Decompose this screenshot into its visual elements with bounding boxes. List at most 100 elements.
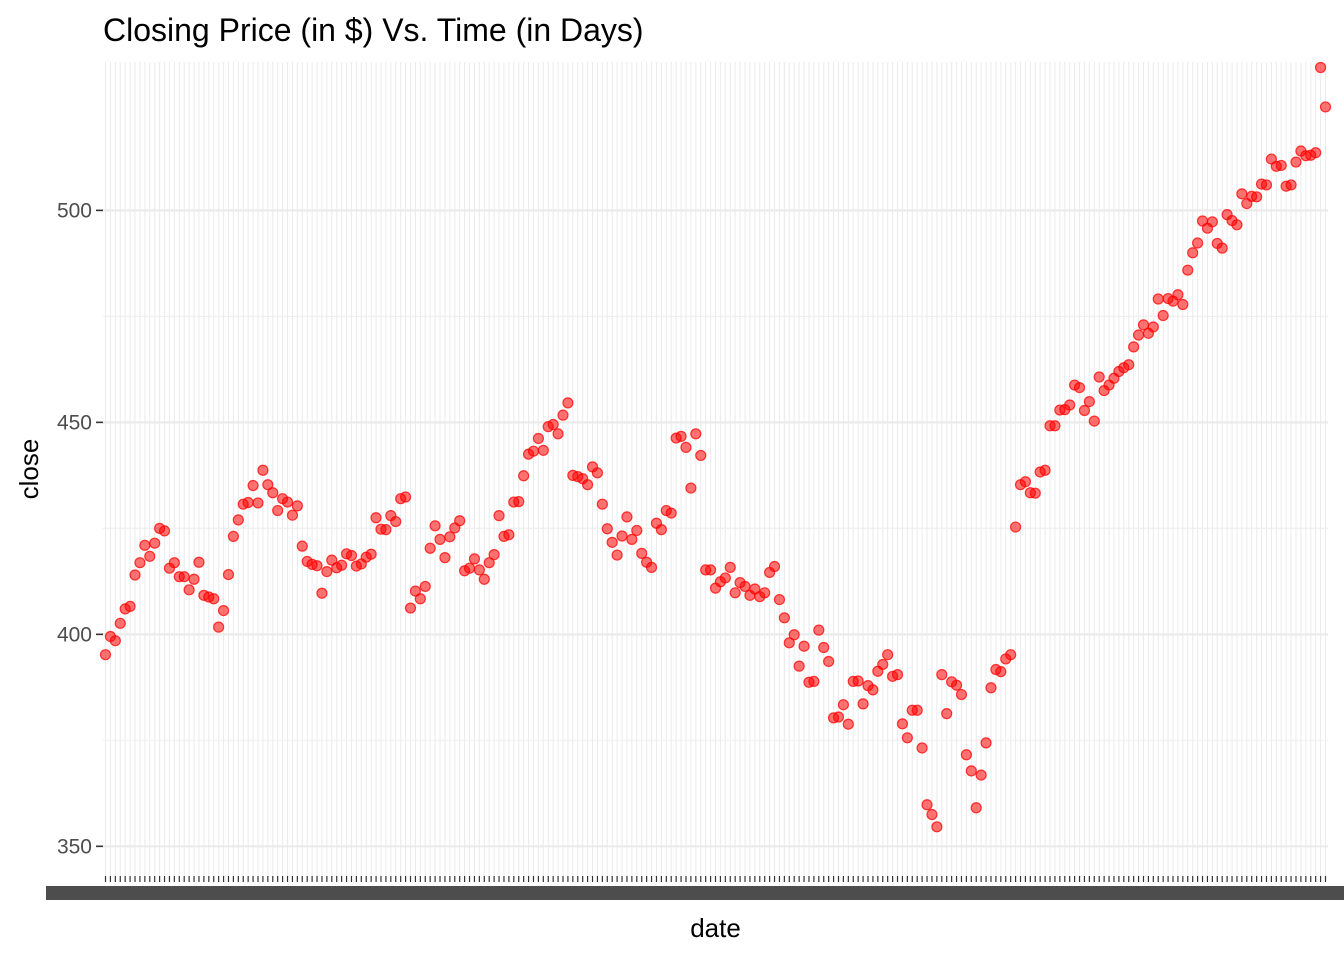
data-point bbox=[557, 409, 569, 421]
data-point bbox=[370, 512, 382, 524]
data-point bbox=[124, 600, 136, 612]
data-point bbox=[414, 593, 426, 605]
data-point bbox=[882, 649, 894, 661]
data-point bbox=[724, 561, 736, 573]
data-point bbox=[552, 428, 564, 440]
data-point bbox=[188, 573, 200, 585]
data-point bbox=[685, 482, 697, 494]
data-point bbox=[581, 479, 594, 491]
data-point bbox=[616, 530, 628, 542]
data-point bbox=[788, 629, 800, 641]
data-point bbox=[675, 430, 687, 442]
data-point bbox=[591, 467, 604, 479]
data-point bbox=[793, 660, 805, 672]
data-point bbox=[232, 514, 244, 526]
data-point bbox=[272, 504, 284, 517]
data-point bbox=[611, 549, 623, 561]
data-point bbox=[852, 675, 864, 687]
data-point bbox=[257, 464, 269, 476]
data-point bbox=[1177, 298, 1189, 311]
data-point bbox=[527, 445, 540, 457]
data-point bbox=[818, 641, 830, 654]
data-point bbox=[247, 479, 259, 492]
data-point bbox=[99, 649, 112, 661]
data-point bbox=[680, 441, 692, 453]
data-point bbox=[1216, 242, 1228, 254]
data-point bbox=[1005, 649, 1017, 661]
data-point bbox=[1152, 293, 1164, 305]
data-point bbox=[704, 564, 717, 576]
data-point bbox=[252, 497, 264, 509]
y-tick-label: 450 bbox=[57, 411, 92, 434]
data-point bbox=[242, 496, 254, 509]
data-point bbox=[1123, 359, 1135, 371]
data-point bbox=[1064, 399, 1076, 411]
data-point bbox=[183, 584, 195, 596]
data-point bbox=[1078, 404, 1091, 417]
data-point bbox=[109, 635, 121, 647]
data-points bbox=[99, 61, 1332, 833]
data-point bbox=[1029, 487, 1041, 499]
data-point bbox=[296, 540, 308, 552]
data-point bbox=[857, 698, 869, 710]
data-point bbox=[1285, 179, 1297, 191]
data-point bbox=[434, 533, 446, 545]
data-point bbox=[1019, 476, 1032, 488]
data-point bbox=[1039, 464, 1051, 476]
x-axis-ticks bbox=[46, 876, 1344, 900]
data-point bbox=[193, 556, 205, 568]
data-point bbox=[114, 617, 126, 629]
data-point bbox=[965, 765, 977, 777]
data-point bbox=[158, 525, 171, 537]
data-point bbox=[213, 621, 225, 633]
data-point bbox=[1157, 309, 1169, 322]
data-point bbox=[1049, 420, 1061, 432]
data-point bbox=[336, 559, 348, 571]
data-point bbox=[955, 688, 968, 701]
data-point bbox=[217, 605, 230, 617]
data-point bbox=[596, 498, 608, 510]
data-point bbox=[970, 802, 982, 814]
data-point bbox=[631, 524, 643, 537]
data-point bbox=[168, 557, 180, 569]
data-point bbox=[921, 799, 933, 811]
y-tick-label: 400 bbox=[57, 623, 92, 646]
data-point bbox=[636, 547, 648, 559]
data-point bbox=[783, 637, 795, 649]
data-point bbox=[1083, 395, 1095, 408]
data-point bbox=[144, 550, 156, 562]
data-point bbox=[837, 699, 850, 711]
data-point bbox=[823, 655, 835, 668]
data-point bbox=[424, 542, 436, 554]
data-point bbox=[390, 515, 402, 528]
data-point bbox=[995, 666, 1007, 678]
panel-grid bbox=[103, 62, 1328, 876]
data-point bbox=[813, 624, 825, 636]
data-point bbox=[532, 432, 545, 445]
data-point bbox=[178, 571, 190, 583]
data-point bbox=[286, 509, 299, 521]
data-point bbox=[1172, 289, 1184, 301]
data-point bbox=[454, 515, 466, 527]
data-point bbox=[1088, 415, 1100, 427]
data-point bbox=[842, 718, 854, 730]
data-point bbox=[222, 568, 235, 581]
data-point bbox=[1206, 216, 1218, 228]
data-point bbox=[149, 537, 161, 549]
data-point bbox=[601, 523, 613, 535]
data-point bbox=[911, 704, 923, 716]
data-point bbox=[832, 711, 845, 723]
data-point bbox=[365, 548, 377, 560]
data-point bbox=[1260, 179, 1273, 191]
data-point bbox=[478, 573, 490, 585]
data-point bbox=[665, 507, 677, 519]
data-point bbox=[1147, 321, 1159, 333]
data-point bbox=[1314, 61, 1327, 74]
data-point bbox=[985, 682, 997, 694]
chart-title: Closing Price (in $) Vs. Time (in Days) bbox=[103, 12, 644, 48]
data-point bbox=[208, 593, 220, 605]
data-point bbox=[1093, 371, 1105, 383]
data-point bbox=[468, 553, 481, 565]
data-point bbox=[1319, 101, 1332, 113]
data-point bbox=[773, 593, 786, 606]
